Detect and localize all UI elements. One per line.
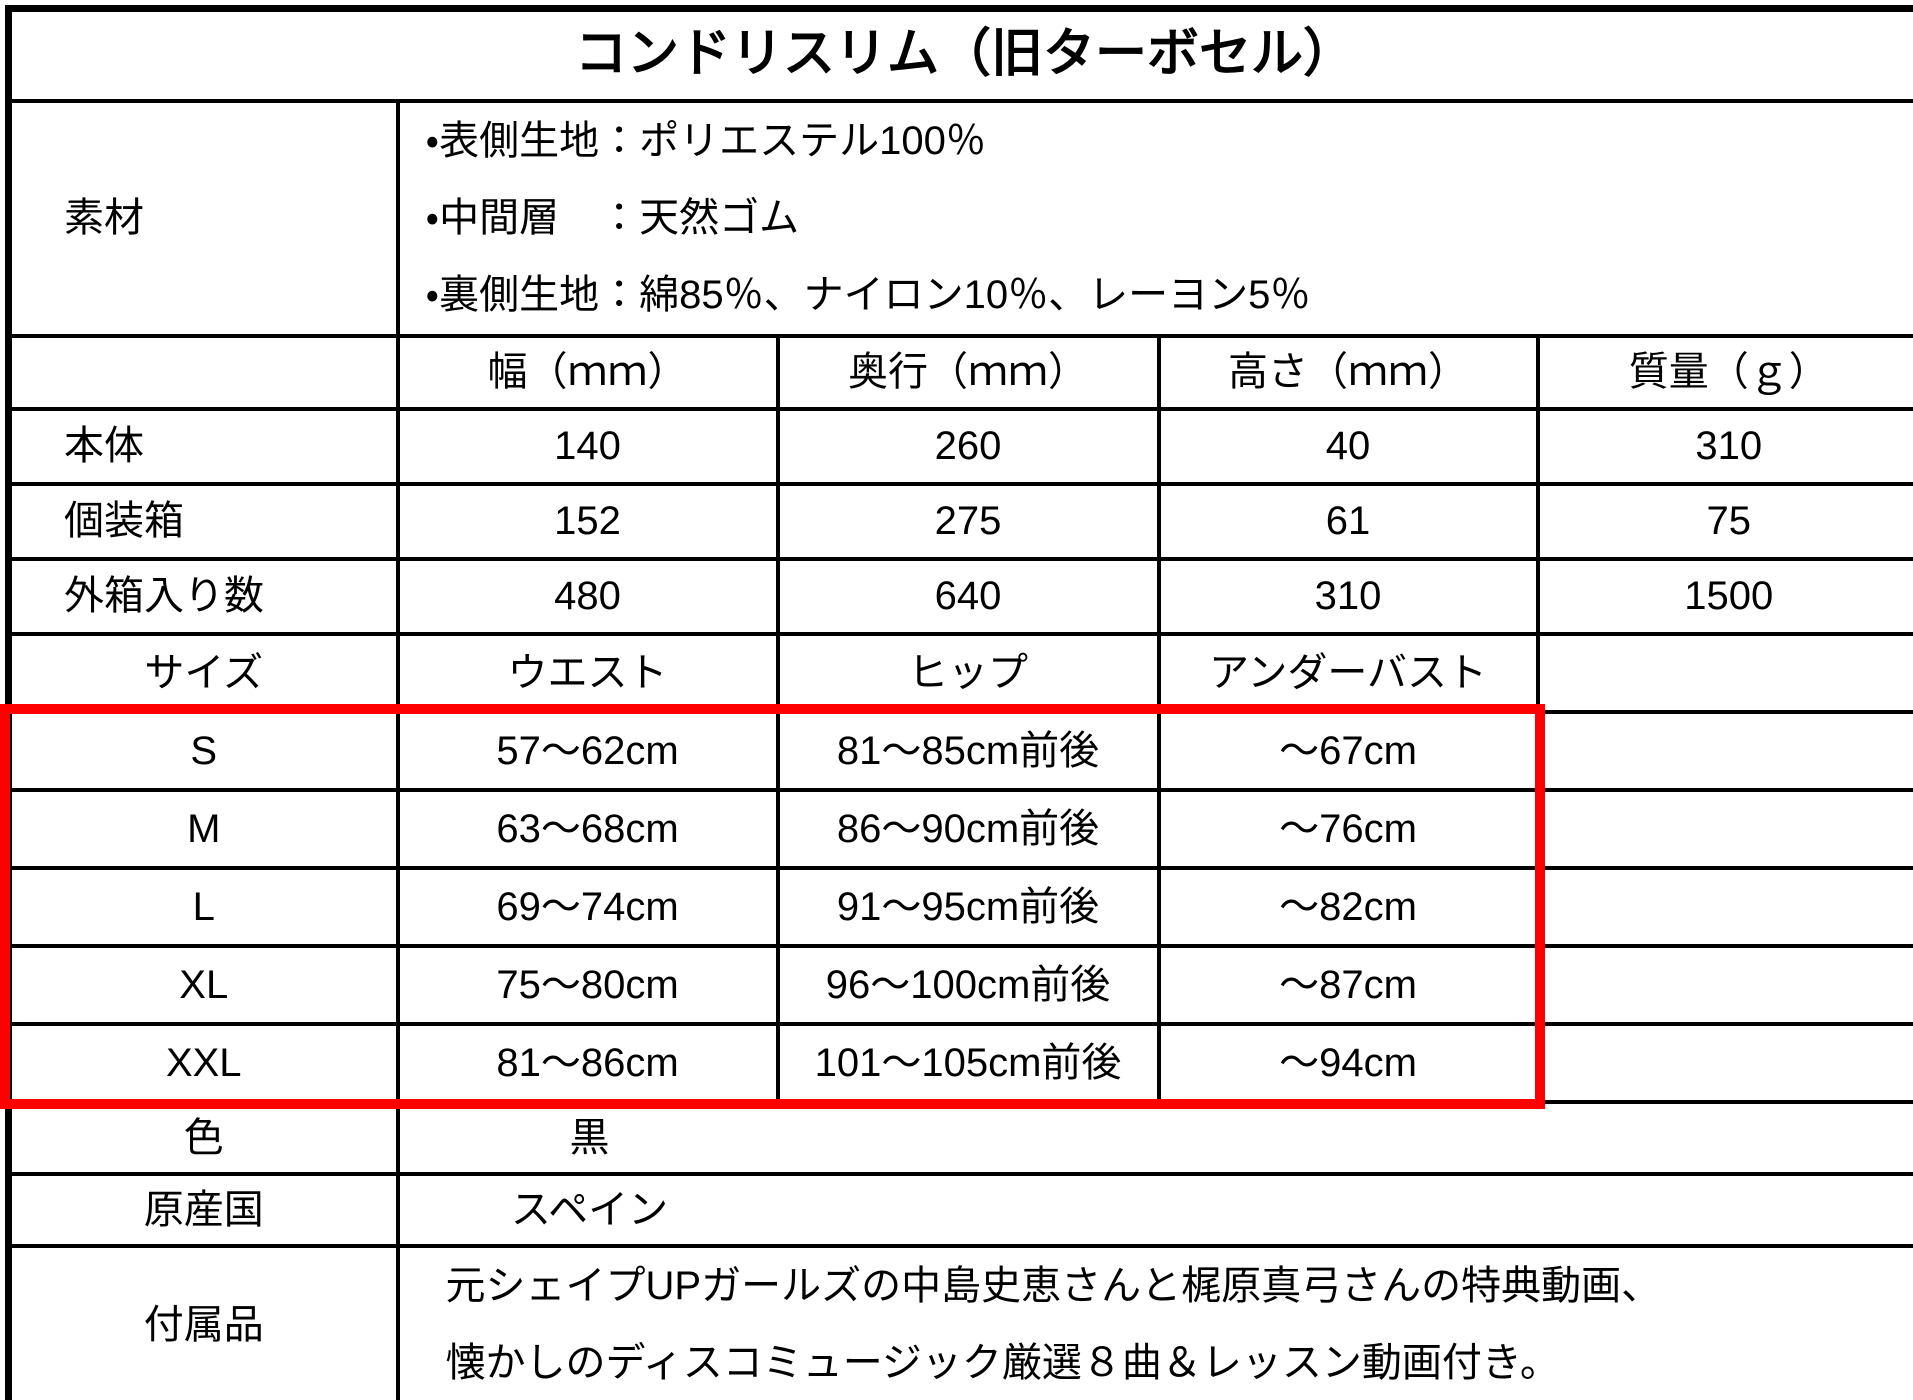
dimension-row-inner-box: 個装箱 152 275 61 75 xyxy=(6,481,1913,561)
size-label: L xyxy=(6,865,400,948)
material-value: ・表側生地：ポリエステル100％ ・中間層 ：天然ゴム ・裏側生地：綿85％、ナ… xyxy=(395,98,1913,338)
size-waist: 81〜86cm xyxy=(395,1021,780,1104)
value-depth: 260 xyxy=(775,406,1161,486)
size-header-label: サイズ xyxy=(6,631,400,714)
size-underbust: 〜67cm xyxy=(1156,709,1540,792)
value-width: 480 xyxy=(395,556,780,636)
value-depth: 275 xyxy=(775,481,1161,561)
accessories-value: 元シェイプUPガールズの中島史恵さんと梶原真弓さんの特典動画、 懐かしのディスコ… xyxy=(395,1243,1913,1400)
size-row-XL: XL 75〜80cm 96〜100cm前後 〜87cm xyxy=(6,943,1913,1026)
empty-cell xyxy=(1535,865,1913,948)
column-header-width: 幅（ｍｍ） xyxy=(395,333,780,411)
origin-label: 原産国 xyxy=(6,1171,400,1248)
column-header-weight: 質量（ｇ） xyxy=(1535,333,1913,411)
value-width: 152 xyxy=(395,481,780,561)
column-header-depth: 奥行（ｍｍ） xyxy=(775,333,1161,411)
dimension-row-outer-box: 外箱入り数 480 640 310 1500 xyxy=(6,556,1913,636)
empty-cell xyxy=(1535,787,1913,870)
size-hip: 91〜95cm前後 xyxy=(775,865,1161,948)
size-underbust: 〜76cm xyxy=(1156,787,1540,870)
size-label: XXL xyxy=(6,1021,400,1104)
size-header-row: サイズ ウエスト ヒップ アンダーバスト xyxy=(6,631,1913,714)
size-waist: 75〜80cm xyxy=(395,943,780,1026)
page-title: コンドリスリム（旧ターボセル） xyxy=(6,6,1913,103)
column-header-height: 高さ（ｍｍ） xyxy=(1156,333,1540,411)
dimension-header-row: 幅（ｍｍ） 奥行（ｍｍ） 高さ（ｍｍ） 質量（ｇ） xyxy=(6,333,1913,411)
spec-table: コンドリスリム（旧ターボセル） 素材 ・表側生地：ポリエステル100％ ・中間層… xyxy=(5,5,1913,1400)
value-height: 310 xyxy=(1156,556,1540,636)
size-underbust: 〜94cm xyxy=(1156,1021,1540,1104)
column-header-hip: ヒップ xyxy=(775,631,1161,714)
size-waist: 57〜62cm xyxy=(395,709,780,792)
size-row-L: L 69〜74cm 91〜95cm前後 〜82cm xyxy=(6,865,1913,948)
size-waist: 63〜68cm xyxy=(395,787,780,870)
column-header-waist: ウエスト xyxy=(395,631,780,714)
accessories-line-1: 元シェイプUPガールズの中島史恵さんと梶原真弓さんの特典動画、 xyxy=(445,1263,1662,1308)
size-label: XL xyxy=(6,943,400,1026)
accessories-line-2: 懐かしのディスコミュージック厳選８曲＆レッスン動画付き。 xyxy=(445,1340,1560,1385)
accessories-row: 付属品 元シェイプUPガールズの中島史恵さんと梶原真弓さんの特典動画、 懐かしの… xyxy=(6,1243,1913,1400)
value-width: 140 xyxy=(395,406,780,486)
column-header-underbust: アンダーバスト xyxy=(1156,631,1540,714)
empty-cell xyxy=(1535,631,1913,714)
value-height: 40 xyxy=(1156,406,1540,486)
color-value-cell: 黒 xyxy=(395,1099,1913,1176)
row-label: 個装箱 xyxy=(6,481,400,561)
origin-value: スペイン xyxy=(510,1187,669,1232)
value-weight: 75 xyxy=(1535,481,1913,561)
color-value: 黒 xyxy=(569,1115,610,1160)
size-row-M: M 63〜68cm 86〜90cm前後 〜76cm xyxy=(6,787,1913,870)
size-hip: 101〜105cm前後 xyxy=(775,1021,1161,1104)
origin-value-cell: スペイン xyxy=(395,1171,1913,1248)
size-label: S xyxy=(6,709,400,792)
value-height: 61 xyxy=(1156,481,1540,561)
value-weight: 1500 xyxy=(1535,556,1913,636)
row-label: 本体 xyxy=(6,406,400,486)
title-row: コンドリスリム（旧ターボセル） xyxy=(6,6,1913,103)
empty-cell xyxy=(1535,943,1913,1026)
material-line-inner: ・裏側生地：綿85％、ナイロン10％、レーヨン5％ xyxy=(425,272,1311,317)
value-weight: 310 xyxy=(1535,406,1913,486)
size-underbust: 〜87cm xyxy=(1156,943,1540,1026)
size-hip: 96〜100cm前後 xyxy=(775,943,1161,1026)
material-label: 素材 xyxy=(6,98,400,338)
empty-cell xyxy=(1535,1021,1913,1104)
empty-corner-cell xyxy=(6,333,400,411)
empty-cell xyxy=(1535,709,1913,792)
dimension-row-body: 本体 140 260 40 310 xyxy=(6,406,1913,486)
size-hip: 81〜85cm前後 xyxy=(775,709,1161,792)
color-label: 色 xyxy=(6,1099,400,1176)
material-line-outer: ・表側生地：ポリエステル100％ xyxy=(425,118,986,163)
row-label: 外箱入り数 xyxy=(6,556,400,636)
value-depth: 640 xyxy=(775,556,1161,636)
size-underbust: 〜82cm xyxy=(1156,865,1540,948)
size-row-S: S 57〜62cm 81〜85cm前後 〜67cm xyxy=(6,709,1913,792)
size-label: M xyxy=(6,787,400,870)
accessories-label: 付属品 xyxy=(6,1243,400,1400)
material-row: 素材 ・表側生地：ポリエステル100％ ・中間層 ：天然ゴム ・裏側生地：綿85… xyxy=(6,98,1913,338)
size-hip: 86〜90cm前後 xyxy=(775,787,1161,870)
origin-row: 原産国 スペイン xyxy=(6,1171,1913,1248)
size-waist: 69〜74cm xyxy=(395,865,780,948)
material-line-middle: ・中間層 ：天然ゴム xyxy=(425,195,800,240)
color-row: 色 黒 xyxy=(6,1099,1913,1176)
size-row-XXL: XXL 81〜86cm 101〜105cm前後 〜94cm xyxy=(6,1021,1913,1104)
